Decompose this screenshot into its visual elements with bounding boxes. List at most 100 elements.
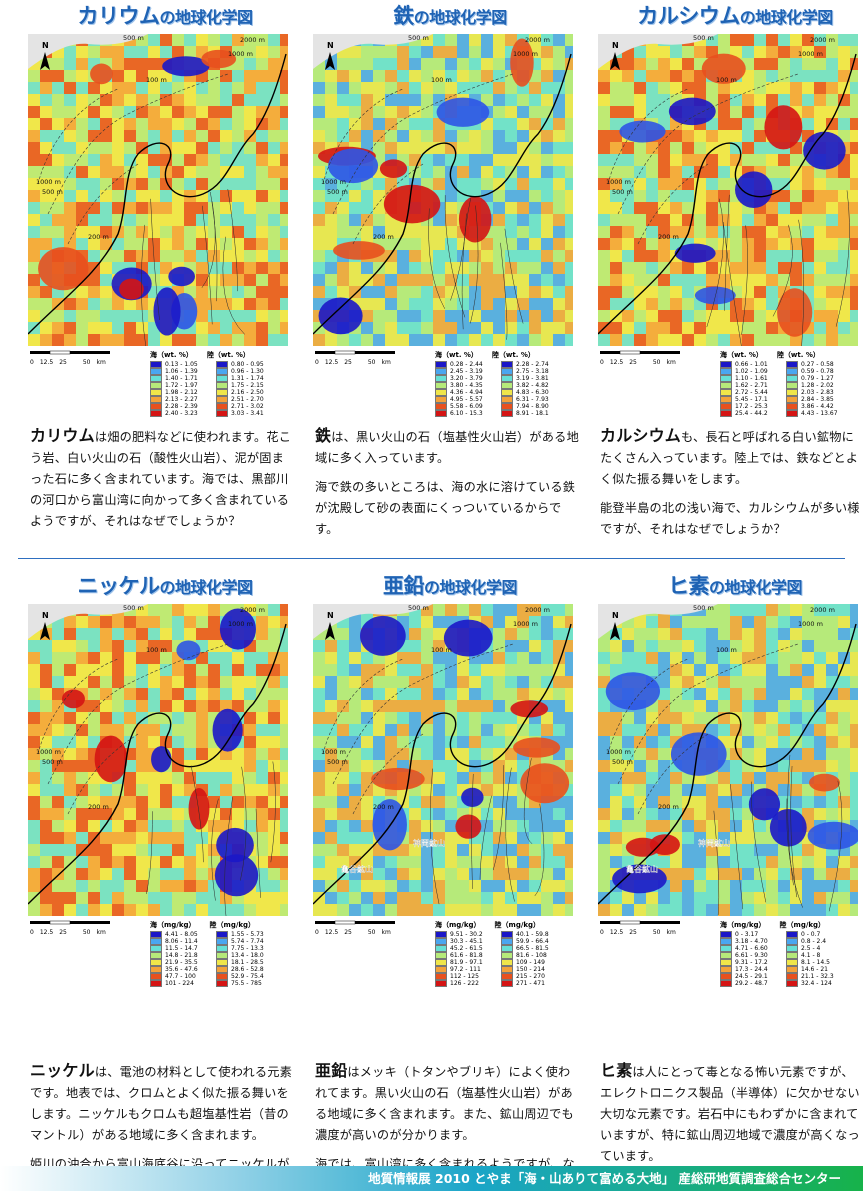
legend-range: 81.9 - 97.1 <box>450 959 483 966</box>
legend-swatch <box>786 980 798 987</box>
legend-row: 6.61 - 9.30 <box>720 952 782 959</box>
legend-swatch <box>786 952 798 959</box>
legend-range: 2.03 - 2.83 <box>801 389 834 396</box>
legend-row: 112 - 125 <box>435 973 497 980</box>
scale-tick: 0 <box>315 359 319 366</box>
legend-row: 2.72 - 5.44 <box>720 389 782 396</box>
legend-range: 2.71 - 3.02 <box>231 403 264 410</box>
legend-swatch <box>720 959 732 966</box>
title-suffix: の地球化学図 <box>708 578 803 597</box>
legend-range: 14.6 - 21 <box>801 966 828 973</box>
legend-sea-header: 海（wt. %） <box>435 351 478 359</box>
title-element: 亜鉛 <box>382 574 425 598</box>
legend-land-column: 0.80 - 0.95 0.96 - 1.30 1.31 - 1.74 1.75 - … <box>216 361 278 417</box>
legend-row: 150 - 214 <box>501 966 563 973</box>
legend-swatch <box>150 966 162 973</box>
north-label: N <box>612 41 619 50</box>
legend-swatch <box>501 952 513 959</box>
legend-sea-column: 0.28 - 2.44 2.45 - 3.19 3.20 - 3.79 3.80 - … <box>435 361 497 417</box>
legend-swatch <box>501 361 513 368</box>
mine-label: 亀谷鉱山 <box>341 864 373 874</box>
legend-swatch <box>216 945 228 952</box>
contour-label: 500 m <box>327 758 348 766</box>
legend-row: 215 - 270 <box>501 973 563 980</box>
legend-range: 2.5 - 4 <box>801 945 821 952</box>
legend-range: 29.2 - 48.7 <box>735 980 768 987</box>
legend-row: 0 - 0.7 <box>786 931 848 938</box>
contour-label: 500 m <box>612 188 633 196</box>
scale-unit: km <box>381 929 391 936</box>
legend-row: 0.28 - 2.44 <box>435 361 497 368</box>
legend-swatch <box>435 396 447 403</box>
legend-row: 17.2 - 25.3 <box>720 403 782 410</box>
legend-range: 1.75 - 2.15 <box>231 382 264 389</box>
legend-swatch <box>435 375 447 382</box>
legend-range: 126 - 222 <box>450 980 479 987</box>
legend-row: 4.36 - 4.94 <box>435 389 497 396</box>
scale-tick: 0 <box>600 929 604 936</box>
map-legend: 海（wt. %） 陸（wt. %） 0.13 - 1.05 1.06 - 1.39 1… <box>150 350 280 417</box>
north-arrow-icon <box>610 52 620 70</box>
scale-tick: 25 <box>59 929 67 936</box>
legend-swatch <box>720 980 732 987</box>
legend-row: 14.6 - 21 <box>786 966 848 973</box>
footer-banner: 地質情報展 2010 とやま「海・山ありて富める大地」 産総研地質調査総合センタ… <box>0 1166 863 1191</box>
legend-range: 0.79 - 1.27 <box>801 375 834 382</box>
legend-range: 8.1 - 14.5 <box>801 959 830 966</box>
legend-row: 14.8 - 21.8 <box>150 952 212 959</box>
legend-swatch <box>720 938 732 945</box>
legend-range: 4.41 - 8.05 <box>165 931 198 938</box>
description-text: は畑の肥料などに使われます。花こう岩、白い火山の石（酸性火山岩）、泥が固まった石… <box>30 430 292 528</box>
legend-range: 45.2 - 61.5 <box>450 945 483 952</box>
legend-land-header: 陸（mg/kg） <box>209 921 256 929</box>
legend-range: 1.72 - 1.97 <box>165 382 198 389</box>
legend-swatch <box>501 973 513 980</box>
mine-label: 神岡鉱山 <box>413 838 445 848</box>
legend-swatch <box>720 382 732 389</box>
legend-sea-column: 0.66 - 1.01 1.02 - 1.09 1.10 - 1.61 1.62 - … <box>720 361 782 417</box>
legend-range: 8.06 - 11.4 <box>165 938 198 945</box>
legend-range: 21.9 - 35.5 <box>165 959 198 966</box>
legend-range: 8.91 - 18.1 <box>516 410 549 417</box>
legend-row: 1.31 - 1.74 <box>216 375 278 382</box>
legend-range: 271 - 471 <box>516 980 545 987</box>
legend-row: 2.16 - 2.50 <box>216 389 278 396</box>
legend-range: 1.10 - 1.61 <box>735 375 768 382</box>
legend-row: 30.3 - 45.1 <box>435 938 497 945</box>
contour-label: 1000 m <box>798 50 823 58</box>
legend-swatch <box>216 980 228 987</box>
contour-label: 100 m <box>431 76 452 84</box>
legend-swatch <box>501 396 513 403</box>
description: カルシウムも、長石と呼ばれる白い鉱物にたくさん入っています。陸上では、鉄などとよ… <box>600 425 863 548</box>
legend-row: 1.62 - 2.71 <box>720 382 782 389</box>
legend-range: 0.8 - 2.4 <box>801 938 827 945</box>
legend-row: 29.2 - 48.7 <box>720 980 782 987</box>
legend-range: 6.31 - 7.93 <box>516 396 549 403</box>
legend-row: 0.13 - 1.05 <box>150 361 212 368</box>
scale-unit: km <box>666 929 676 936</box>
legend-range: 2.28 - 2.39 <box>165 403 198 410</box>
legend-swatch <box>216 931 228 938</box>
panel-title: 亜鉛の地球化学図 <box>305 570 595 602</box>
legend-range: 1.55 - 5.73 <box>231 931 264 938</box>
legend-swatch <box>150 382 162 389</box>
contour-label: 100 m <box>146 646 167 654</box>
legend-row: 66.5 - 81.5 <box>501 945 563 952</box>
legend-swatch <box>150 389 162 396</box>
legend-range: 5.74 - 7.74 <box>231 938 264 945</box>
legend-swatch <box>150 368 162 375</box>
title-suffix: の地球化学図 <box>413 8 508 27</box>
legend-row: 7.75 - 13.3 <box>216 945 278 952</box>
legend-row: 4.95 - 5.57 <box>435 396 497 403</box>
description: ヒ素は人にとって毒となる怖い元素ですが、エレクトロニクス製品（半導体）に欠かせな… <box>600 1060 863 1175</box>
north-label: N <box>42 611 49 620</box>
title-element: 鉄 <box>393 4 414 28</box>
top-row: カリウムの地球化学図 2000 m 1000 m 500 m 100 m 1000 m 50… <box>0 0 863 555</box>
legend-sea-header: 海（mg/kg） <box>720 921 766 929</box>
legend-range: 3.20 - 3.79 <box>450 375 483 382</box>
scale-tick: 25 <box>59 359 67 366</box>
legend-swatch <box>501 980 513 987</box>
map-legend: 海（mg/kg） 陸（mg/kg） 0 - 3.17 3.18 - 4.70 4.71… <box>720 920 850 987</box>
legend-row: 3.86 - 4.42 <box>786 403 848 410</box>
contour-label: 1000 m <box>513 50 538 58</box>
